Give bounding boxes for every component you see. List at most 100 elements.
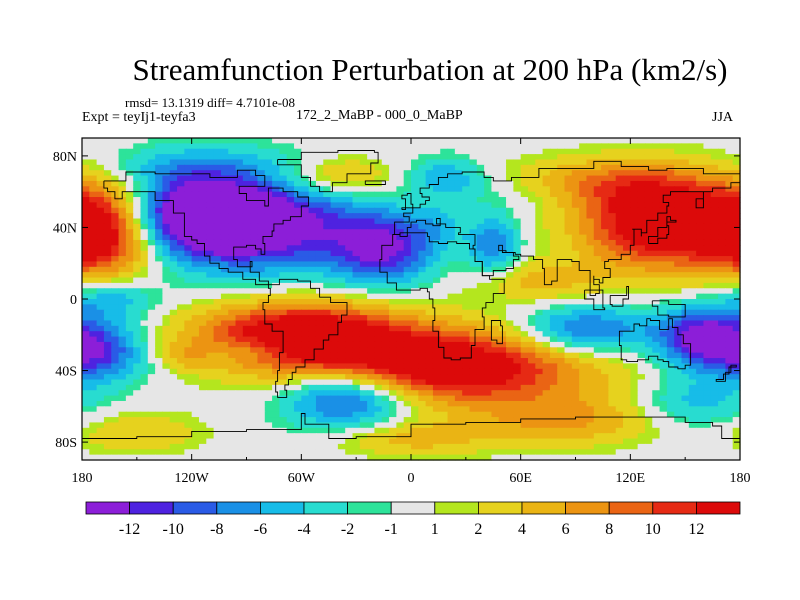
field-cell <box>213 154 222 161</box>
field-cell <box>206 422 215 429</box>
field-cell <box>352 309 361 316</box>
field-cell <box>155 411 164 418</box>
field-cell <box>381 154 390 161</box>
field-cell <box>301 207 310 214</box>
field-cell <box>710 159 719 166</box>
field-cell <box>666 331 675 338</box>
field-cell <box>396 138 405 144</box>
field-cell <box>571 309 580 316</box>
field-cell <box>250 170 259 177</box>
field-cell <box>294 406 302 413</box>
field-cell <box>520 239 529 246</box>
field-cell <box>710 282 719 289</box>
field-cell <box>389 384 397 391</box>
field-cell <box>286 272 295 279</box>
field-cell <box>177 368 185 375</box>
field-cell <box>396 358 405 364</box>
field-cell <box>235 256 244 263</box>
field-cell <box>571 213 580 220</box>
field-cell <box>118 250 127 257</box>
field-cell <box>147 186 156 193</box>
field-cell <box>177 250 185 257</box>
field-cell <box>308 170 317 177</box>
field-cell <box>220 186 229 193</box>
field-cell <box>674 406 683 413</box>
field-cell <box>549 309 558 316</box>
field-cell <box>111 164 120 171</box>
field-cell <box>272 288 280 295</box>
field-cell <box>286 390 295 397</box>
field-cell <box>454 202 463 209</box>
field-cell <box>732 293 741 300</box>
field-cell <box>337 180 346 187</box>
field-cell <box>184 282 193 289</box>
field-cell <box>184 347 193 354</box>
field-cell <box>403 245 412 252</box>
field-cell <box>586 170 595 177</box>
field-cell <box>286 433 295 440</box>
field-cell <box>644 175 653 182</box>
field-cell <box>155 320 164 327</box>
field-cell <box>374 395 383 402</box>
field-cell <box>681 400 690 407</box>
field-cell <box>147 417 156 424</box>
field-cell <box>703 395 712 402</box>
page-title: Streamfunction Perturbation at 200 hPa (… <box>132 52 728 87</box>
field-cell <box>615 159 624 166</box>
field-cell <box>250 358 259 364</box>
field-cell <box>352 417 361 424</box>
field-cell <box>454 234 463 241</box>
field-cell <box>228 299 237 305</box>
field-cell <box>82 159 90 166</box>
field-cell <box>177 422 185 429</box>
field-cell <box>527 272 536 279</box>
field-cell <box>330 304 339 311</box>
field-cell <box>257 352 266 359</box>
field-cell <box>520 390 529 397</box>
field-cell <box>681 175 690 182</box>
field-cell <box>513 390 522 397</box>
field-cell <box>652 390 661 397</box>
field-cell <box>359 159 368 166</box>
field-cell <box>155 197 164 203</box>
field-cell <box>323 143 332 150</box>
field-cell <box>242 309 251 316</box>
field-cell <box>564 239 573 246</box>
field-cell <box>206 202 215 209</box>
field-cell <box>630 223 639 230</box>
field-cell <box>579 197 588 203</box>
field-cell <box>652 341 661 348</box>
field-cell <box>147 293 156 300</box>
field-cell <box>644 411 653 418</box>
field-cell <box>506 218 514 225</box>
field-cell <box>359 261 368 268</box>
field-cell <box>184 277 193 284</box>
field-cell <box>411 223 419 230</box>
field-cell <box>432 363 441 370</box>
field-cell <box>491 352 500 359</box>
field-cell <box>542 315 551 322</box>
field-cell <box>337 331 346 338</box>
field-cell <box>308 433 317 440</box>
field-cell <box>374 406 383 413</box>
field-cell <box>111 175 120 182</box>
field-cell <box>169 395 178 402</box>
field-cell <box>177 218 185 225</box>
field-cell <box>294 374 302 381</box>
field-cell <box>235 299 244 305</box>
field-cell <box>352 390 361 397</box>
field-cell <box>294 379 302 386</box>
field-cell <box>315 202 324 209</box>
field-cell <box>681 148 690 155</box>
field-cell <box>688 417 697 424</box>
field-cell <box>198 191 207 198</box>
field-cell <box>506 400 514 407</box>
field-cell <box>579 223 588 230</box>
field-cell <box>564 395 573 402</box>
field-cell <box>213 368 222 375</box>
field-cell <box>601 422 609 429</box>
field-cell <box>696 325 705 332</box>
field-cell <box>103 159 112 166</box>
field-cell <box>111 245 120 252</box>
field-cell <box>177 266 185 273</box>
